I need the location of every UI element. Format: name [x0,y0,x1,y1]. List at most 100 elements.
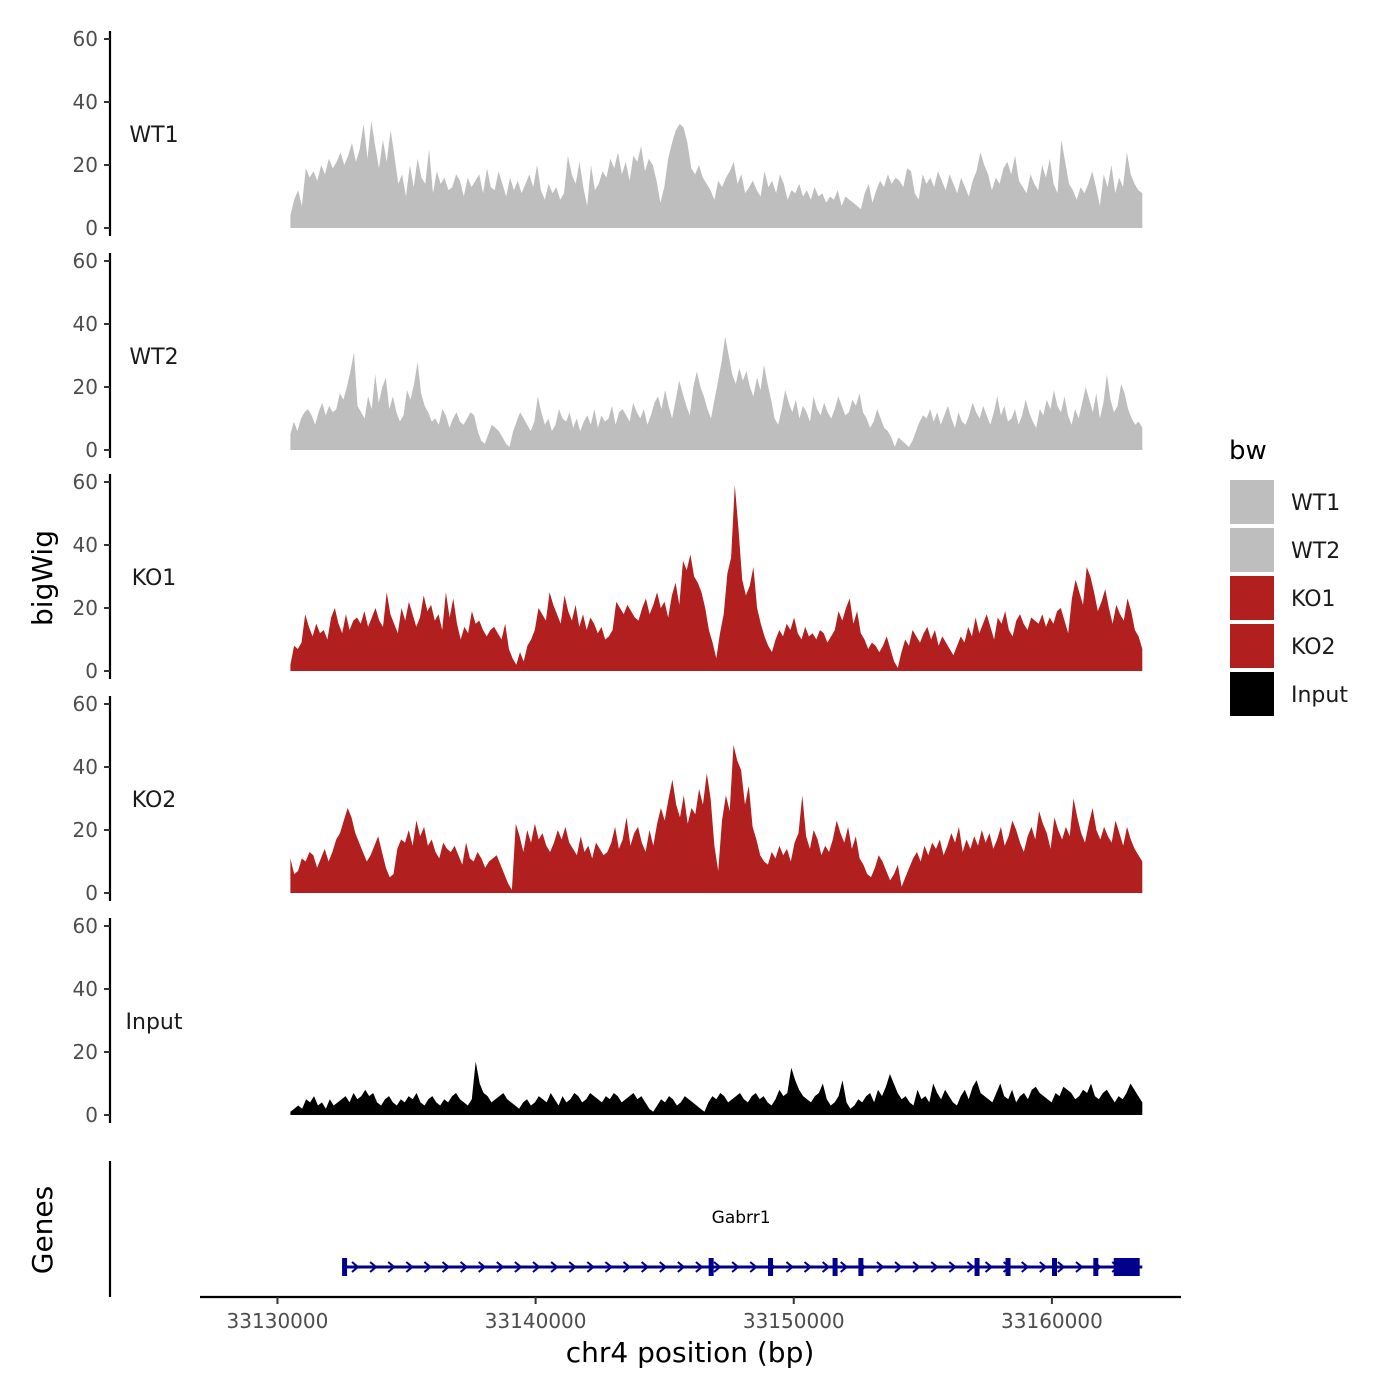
strand-arrow [948,1261,957,1273]
strand-arrow [659,1261,668,1273]
strand-arrow [478,1261,487,1273]
y-tick-label: 0 [85,438,98,462]
x-tick-label: 33140000 [485,1309,587,1333]
track-wt2: 0 20 40 60 WT2 [73,249,1143,462]
x-axis: 33130000 33140000 33150000 33160000 [200,1295,1181,1333]
legend-swatch-wt2 [1230,528,1274,572]
x-axis-title: chr4 position (bp) [566,1336,815,1369]
strand-arrow [387,1261,396,1273]
legend-label-wt1: WT1 [1291,491,1340,516]
y-tick-label: 40 [73,312,98,336]
y-tick-label: 20 [73,818,98,842]
strand-arrow [876,1261,885,1273]
legend-label-ko2: KO2 [1291,635,1336,660]
strand-arrow [423,1261,432,1273]
genes-axis-title: Genes [26,1186,59,1274]
y-tick-label: 20 [73,596,98,620]
exon [974,1258,980,1276]
strand-arrow [713,1261,722,1273]
y-tick-label: 20 [73,375,98,399]
strand-arrow [405,1261,414,1273]
track-ko1: 0 20 40 60 KO1 [73,470,1143,683]
strand-arrow [369,1261,378,1273]
legend: bw WT1 WT2 KO1 KO2 Input [1229,436,1348,716]
strand-arrow [1075,1261,1084,1273]
track-label: WT2 [129,345,178,370]
y-tick-label: 60 [73,249,98,273]
strand-arrow [622,1261,632,1273]
strand-arrow [604,1261,613,1273]
track-ko2: 0 20 40 60 KO2 [73,692,1143,905]
strand-arrow [803,1261,813,1273]
strand-arrow [677,1261,686,1273]
gene-label: Gabrr1 [712,1208,771,1228]
track-input: 0 20 40 60 Input [73,914,1143,1127]
strand-arrow [459,1261,469,1273]
exon [858,1258,864,1276]
strand-arrow [1057,1261,1066,1273]
strand-arrow [441,1261,451,1273]
x-tick-label: 33150000 [743,1309,845,1333]
exon [1113,1258,1140,1276]
strand-arrow [351,1261,360,1273]
y-tick-label: 0 [85,216,98,240]
legend-swatch-ko2 [1230,624,1274,668]
strand-arrow [640,1261,650,1273]
strand-arrow [695,1261,704,1273]
y-tick-label: 20 [73,153,98,177]
strand-arrow [912,1261,921,1273]
area-ko2 [290,745,1143,893]
strand-arrow [785,1261,794,1273]
strand-arrow [514,1261,523,1273]
strand-arrow [568,1261,577,1273]
exon [342,1258,348,1276]
area-ko1 [290,485,1143,671]
exon [1093,1258,1099,1276]
strand-arrow [821,1261,831,1273]
y-tick-label: 20 [73,1040,98,1064]
legend-label-wt2: WT2 [1291,539,1340,564]
y-tick-label: 40 [73,90,98,114]
y-tick-label: 0 [85,881,98,905]
strand-arrow [966,1261,975,1273]
strand-arrow [1039,1261,1048,1273]
area-wt1 [290,120,1143,228]
y-tick-label: 40 [73,533,98,557]
y-tick-label: 60 [73,914,98,938]
track-wt1: 0 20 40 60 WT1 [73,27,1143,240]
coverage-tracks: 0 20 40 60 WT1 0 20 40 60 WT2 0 20 40 60 KO1 0 20 40 60 KO2… [73,27,1143,1127]
exon [708,1258,714,1276]
strand-arrow [749,1261,758,1273]
area-input [290,1061,1143,1115]
strand-arrow [984,1261,994,1273]
y-axis-title: bigWig [26,530,59,626]
strand-arrow [532,1261,541,1273]
track-label: KO1 [132,566,177,591]
gene-gabrr1: Gabrr1 [341,1208,1143,1276]
legend-swatch-ko1 [1230,576,1274,620]
exon [832,1258,838,1276]
legend-label-ko1: KO1 [1291,587,1336,612]
legend-label-input: Input [1291,683,1348,708]
track-label: WT1 [129,123,178,148]
y-tick-label: 60 [73,692,98,716]
track-label: Input [126,1010,183,1035]
legend-swatch-input [1230,672,1274,716]
exon [1005,1258,1011,1276]
strand-arrow [496,1261,505,1273]
track-label: KO2 [132,788,177,813]
y-tick-label: 40 [73,755,98,779]
strand-arrow [731,1261,740,1273]
legend-title: bw [1229,436,1267,466]
strand-arrow [894,1261,903,1273]
exon [1052,1258,1058,1276]
exon [768,1258,774,1276]
strand-arrow [550,1261,559,1273]
y-tick-label: 0 [85,1103,98,1127]
area-wt2 [290,336,1143,450]
strand-arrow [1021,1261,1030,1273]
strand-arrow [930,1261,939,1273]
y-tick-label: 0 [85,659,98,683]
y-tick-label: 60 [73,27,98,51]
